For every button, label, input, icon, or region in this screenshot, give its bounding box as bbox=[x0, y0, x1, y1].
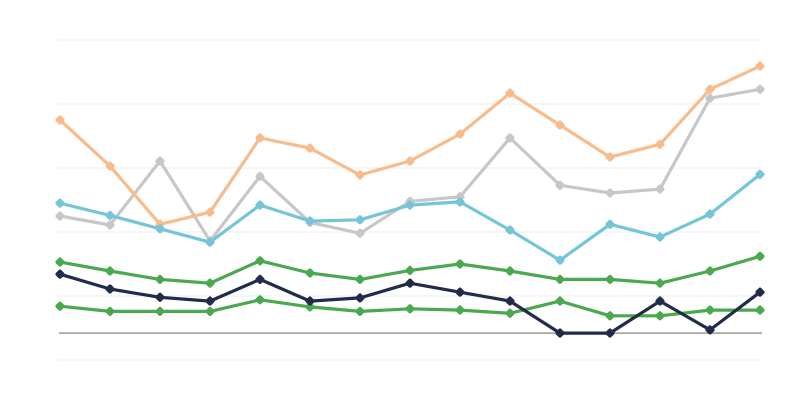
data-point-marker-green-lower bbox=[555, 296, 565, 306]
data-point-marker-navy bbox=[205, 296, 215, 306]
data-point-marker-cyan bbox=[555, 255, 565, 265]
data-point-marker-cyan bbox=[655, 232, 665, 242]
data-point-marker-orange bbox=[555, 120, 565, 130]
data-point-marker-green-lower bbox=[655, 311, 665, 321]
data-point-marker-green-lower bbox=[255, 295, 265, 305]
data-point-marker-cyan bbox=[455, 197, 465, 207]
data-point-marker-orange bbox=[55, 115, 65, 125]
data-point-marker-cyan bbox=[55, 198, 65, 208]
data-point-marker-navy bbox=[705, 325, 715, 335]
data-point-marker-green-upper bbox=[205, 278, 215, 288]
data-point-marker-green-lower bbox=[55, 301, 65, 311]
data-point-marker-green-upper bbox=[755, 251, 765, 261]
chart-series bbox=[55, 61, 765, 338]
data-point-marker-orange bbox=[705, 84, 715, 94]
data-point-marker-orange bbox=[605, 152, 615, 162]
data-point-marker-green-upper bbox=[405, 265, 415, 275]
data-point-marker-green-upper bbox=[55, 257, 65, 267]
data-point-marker-green-lower bbox=[205, 306, 215, 316]
data-point-marker-gray bbox=[105, 220, 115, 230]
data-point-marker-green-upper bbox=[655, 278, 665, 288]
series-navy bbox=[55, 269, 765, 338]
data-point-marker-cyan bbox=[755, 169, 765, 179]
data-point-marker-orange bbox=[505, 88, 515, 98]
data-point-marker-cyan bbox=[405, 200, 415, 210]
data-point-marker-cyan bbox=[355, 215, 365, 225]
data-point-marker-orange bbox=[405, 156, 415, 166]
data-point-marker-green-lower bbox=[105, 306, 115, 316]
data-point-marker-navy bbox=[155, 292, 165, 302]
data-point-marker-green-lower bbox=[755, 305, 765, 315]
data-point-marker-navy bbox=[305, 296, 315, 306]
data-point-marker-cyan bbox=[205, 237, 215, 247]
data-point-marker-navy bbox=[505, 296, 515, 306]
data-point-marker-green-upper bbox=[105, 266, 115, 276]
data-point-marker-navy bbox=[55, 269, 65, 279]
data-point-marker-green-upper bbox=[555, 274, 565, 284]
data-point-marker-green-upper bbox=[605, 274, 615, 284]
data-point-marker-navy bbox=[455, 287, 465, 297]
data-point-marker-navy bbox=[655, 296, 665, 306]
data-point-marker-green-upper bbox=[355, 274, 365, 284]
data-point-marker-green-lower bbox=[355, 306, 365, 316]
data-point-marker-green-lower bbox=[405, 304, 415, 314]
data-point-marker-orange bbox=[355, 170, 365, 180]
data-point-marker-gray bbox=[605, 188, 615, 198]
data-point-marker-green-lower bbox=[705, 305, 715, 315]
data-point-marker-green-upper bbox=[505, 266, 515, 276]
data-point-marker-navy bbox=[555, 328, 565, 338]
data-point-marker-navy bbox=[105, 284, 115, 294]
data-point-marker-navy bbox=[605, 328, 615, 338]
data-point-marker-orange bbox=[655, 139, 665, 149]
data-point-marker-orange bbox=[205, 207, 215, 217]
data-point-marker-orange bbox=[755, 61, 765, 71]
data-point-marker-cyan bbox=[155, 224, 165, 234]
data-point-marker-green-lower bbox=[305, 302, 315, 312]
series-green-upper bbox=[55, 251, 765, 288]
series-cyan bbox=[55, 169, 765, 265]
data-point-marker-orange bbox=[255, 133, 265, 143]
data-point-marker-gray bbox=[255, 171, 265, 181]
data-point-marker-navy bbox=[255, 274, 265, 284]
data-point-marker-navy bbox=[755, 287, 765, 297]
data-point-marker-cyan bbox=[105, 210, 115, 220]
data-point-marker-green-lower bbox=[605, 311, 615, 321]
series-line-cyan bbox=[58, 172, 762, 262]
data-point-marker-gray bbox=[55, 211, 65, 221]
data-point-marker-navy bbox=[355, 293, 365, 303]
data-point-marker-orange bbox=[455, 129, 465, 139]
data-point-marker-gray bbox=[755, 84, 765, 94]
data-point-marker-green-upper bbox=[705, 266, 715, 276]
data-point-marker-orange bbox=[105, 161, 115, 171]
data-point-marker-green-upper bbox=[455, 259, 465, 269]
data-point-marker-gray bbox=[155, 156, 165, 166]
data-point-marker-cyan bbox=[705, 209, 715, 219]
data-point-marker-green-lower bbox=[455, 305, 465, 315]
data-point-marker-cyan bbox=[305, 216, 315, 226]
data-point-marker-cyan bbox=[605, 219, 615, 229]
data-point-marker-green-upper bbox=[155, 274, 165, 284]
data-point-marker-green-lower bbox=[505, 308, 515, 318]
data-point-marker-navy bbox=[405, 278, 415, 288]
data-point-marker-cyan bbox=[505, 225, 515, 235]
series-green-lower bbox=[55, 295, 765, 321]
data-point-marker-green-lower bbox=[155, 306, 165, 316]
data-point-marker-gray bbox=[655, 184, 665, 194]
data-point-marker-gray bbox=[355, 228, 365, 238]
data-point-marker-gray bbox=[555, 180, 565, 190]
data-point-marker-green-upper bbox=[305, 268, 315, 278]
data-point-marker-cyan bbox=[255, 200, 265, 210]
data-point-marker-green-upper bbox=[255, 256, 265, 266]
data-point-marker-gray bbox=[705, 93, 715, 103]
data-point-marker-gray bbox=[505, 133, 515, 143]
data-point-marker-orange bbox=[305, 143, 315, 153]
